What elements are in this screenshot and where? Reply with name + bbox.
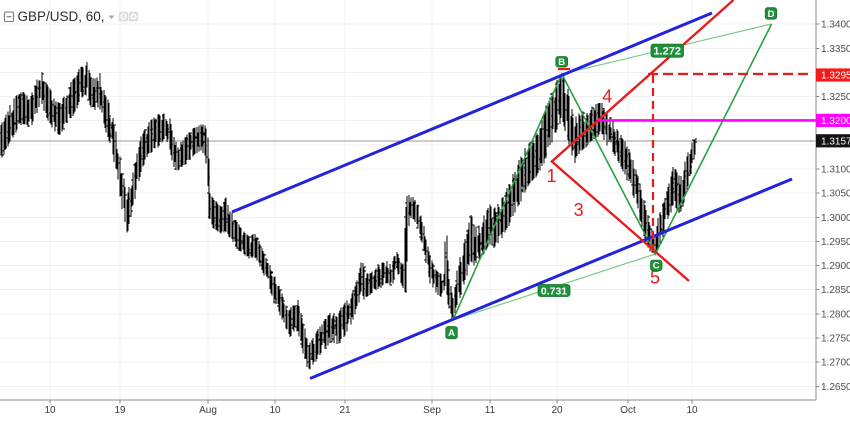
svg-text:0.731: 0.731 (541, 285, 567, 297)
svg-text:1.2800: 1.2800 (821, 309, 850, 320)
svg-text:21: 21 (339, 405, 351, 416)
svg-text:1.2850: 1.2850 (821, 285, 850, 296)
svg-text:1.3400: 1.3400 (821, 20, 850, 31)
svg-text:1.3200: 1.3200 (821, 116, 850, 127)
svg-text:1.3000: 1.3000 (821, 213, 850, 224)
svg-text:1.3050: 1.3050 (821, 189, 850, 200)
svg-text:1.2900: 1.2900 (821, 261, 850, 272)
svg-text:11: 11 (485, 405, 496, 416)
svg-text:1.2950: 1.2950 (821, 237, 850, 248)
svg-text:Sep: Sep (423, 405, 441, 416)
svg-text:Aug: Aug (199, 405, 217, 416)
svg-text:1.3350: 1.3350 (821, 44, 850, 55)
svg-text:A: A (448, 328, 455, 339)
svg-text:C: C (653, 261, 660, 272)
svg-text:D: D (768, 9, 775, 20)
svg-text:1.3250: 1.3250 (821, 92, 850, 103)
svg-text:5: 5 (650, 267, 660, 287)
svg-text:20: 20 (551, 405, 563, 416)
svg-text:1: 1 (546, 166, 556, 186)
svg-text:1.2700: 1.2700 (821, 358, 850, 369)
svg-text:B: B (558, 57, 565, 68)
svg-text:1.3157: 1.3157 (821, 136, 850, 147)
svg-text:1.272: 1.272 (653, 46, 681, 58)
svg-text:1.2650: 1.2650 (821, 382, 850, 393)
svg-text:3: 3 (574, 200, 584, 220)
svg-text:1.3295: 1.3295 (821, 71, 850, 82)
svg-text:1.3100: 1.3100 (821, 165, 850, 176)
svg-text:Oct: Oct (620, 405, 636, 416)
svg-text:10: 10 (44, 405, 56, 416)
svg-text:1.2750: 1.2750 (821, 334, 850, 345)
svg-text:10: 10 (686, 405, 698, 416)
svg-text:4: 4 (602, 86, 612, 106)
svg-text:19: 19 (114, 405, 126, 416)
svg-text:GBP/USD, 60,: GBP/USD, 60, (18, 9, 105, 24)
svg-text:10: 10 (269, 405, 281, 416)
